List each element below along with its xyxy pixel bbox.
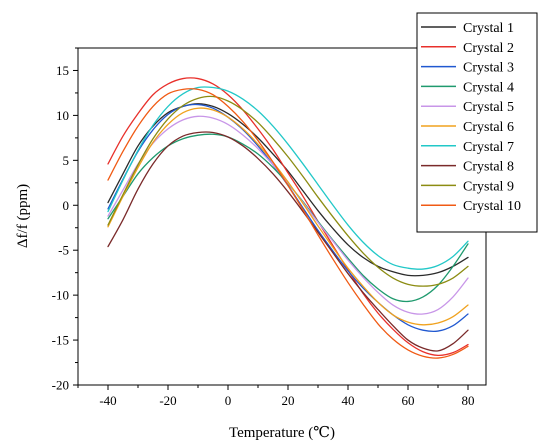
series-layer — [107, 77, 469, 359]
x-tick-label: 80 — [462, 393, 475, 408]
series-line-crystal-8 — [107, 131, 469, 352]
x-tick-label: -20 — [159, 393, 176, 408]
legend-box — [416, 12, 538, 233]
y-tick-label: 10 — [56, 108, 69, 123]
y-tick-label: 15 — [56, 63, 69, 78]
y-tick-label: -15 — [52, 333, 69, 348]
legend-label-crystal-4: Crystal 4 — [463, 80, 514, 95]
y-tick-label: -5 — [58, 243, 69, 258]
series-line-crystal-2 — [107, 77, 469, 356]
legend-label-crystal-2: Crystal 2 — [463, 41, 514, 56]
legend-label-crystal-3: Crystal 3 — [463, 61, 514, 76]
legend-label-crystal-1: Crystal 1 — [463, 21, 514, 36]
y-tick-label: 0 — [63, 198, 70, 213]
legend-label-crystal-8: Crystal 8 — [463, 160, 514, 175]
legend-label-crystal-9: Crystal 9 — [463, 179, 514, 194]
series-line-crystal-10 — [107, 88, 469, 359]
x-tick-label: 0 — [225, 393, 232, 408]
ticks-layer: -40 -20 0 20 40 60 80 -20 -15 -10 -5 0 5 10 15 — [52, 47, 475, 408]
legend-label-crystal-10: Crystal 10 — [463, 199, 521, 214]
x-tick-label: 20 — [282, 393, 295, 408]
legend-label-crystal-6: Crystal 6 — [463, 120, 514, 135]
y-tick-label: -10 — [52, 288, 69, 303]
y-tick-label: 5 — [63, 153, 70, 168]
y-tick-label: -20 — [52, 378, 69, 393]
legend: Crystal 1 Crystal 2 Crystal 3 Crystal 4 Crys… — [416, 12, 538, 233]
x-tick-label: 60 — [402, 393, 415, 408]
series-line-crystal-6 — [107, 107, 469, 326]
series-line-crystal-7 — [107, 86, 469, 270]
y-axis-title: Δf/f (ppm) — [15, 184, 31, 248]
legend-label-crystal-5: Crystal 5 — [463, 100, 514, 115]
series-line-crystal-1 — [107, 103, 469, 277]
x-axis-title: Temperature (℃) — [229, 425, 335, 441]
legend-label-crystal-7: Crystal 7 — [463, 140, 514, 155]
x-tick-label: 40 — [342, 393, 355, 408]
x-tick-label: -40 — [99, 393, 116, 408]
series-line-crystal-9 — [107, 95, 469, 287]
